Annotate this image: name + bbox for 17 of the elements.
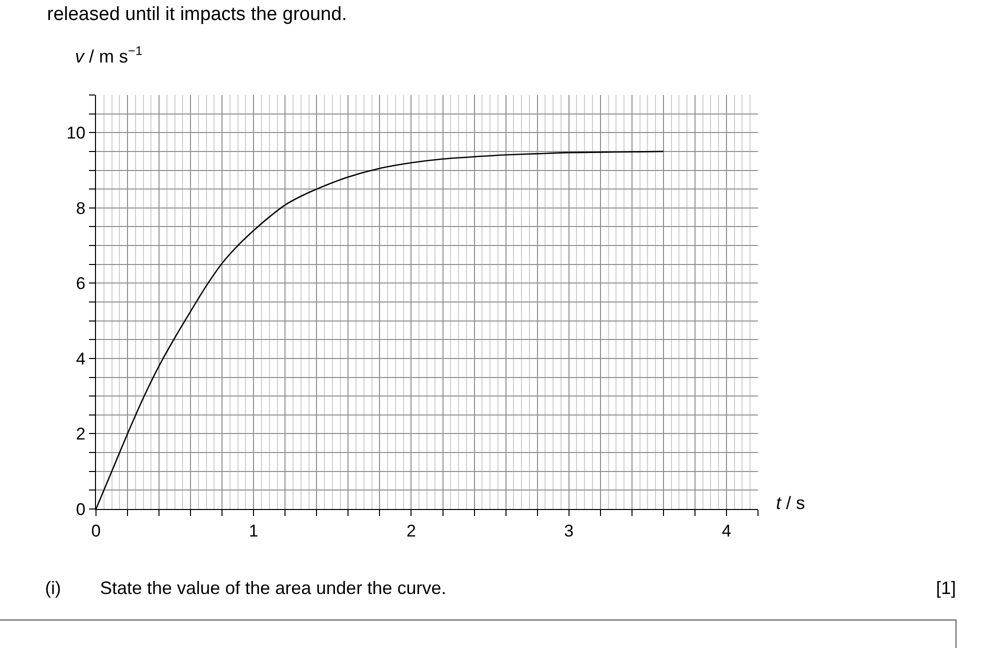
text: released until it impacts the ground.	[47, 4, 347, 25]
text: (i)	[45, 578, 61, 598]
y-tick-label: 10	[66, 124, 86, 143]
y-axis-title: v / m s$^{−1}$	[75, 44, 142, 67]
y-tick-label: 4	[76, 349, 86, 368]
x-tick-label: 1	[248, 522, 258, 541]
text: [1]	[936, 578, 956, 598]
y-tick-label: 2	[76, 424, 86, 444]
y-tick-label: 6	[76, 274, 86, 294]
x-tick-label: 2	[406, 522, 416, 541]
x-tick-label: 4	[722, 522, 732, 541]
y-tick-label: 8	[76, 198, 86, 218]
x-tick-label: 0	[91, 522, 101, 541]
y-tick-label: 0	[76, 500, 86, 519]
x-axis-title: t / s	[776, 493, 806, 513]
text: State the value of the area under the curve.	[100, 578, 446, 598]
x-tick-label: 3	[564, 522, 574, 541]
